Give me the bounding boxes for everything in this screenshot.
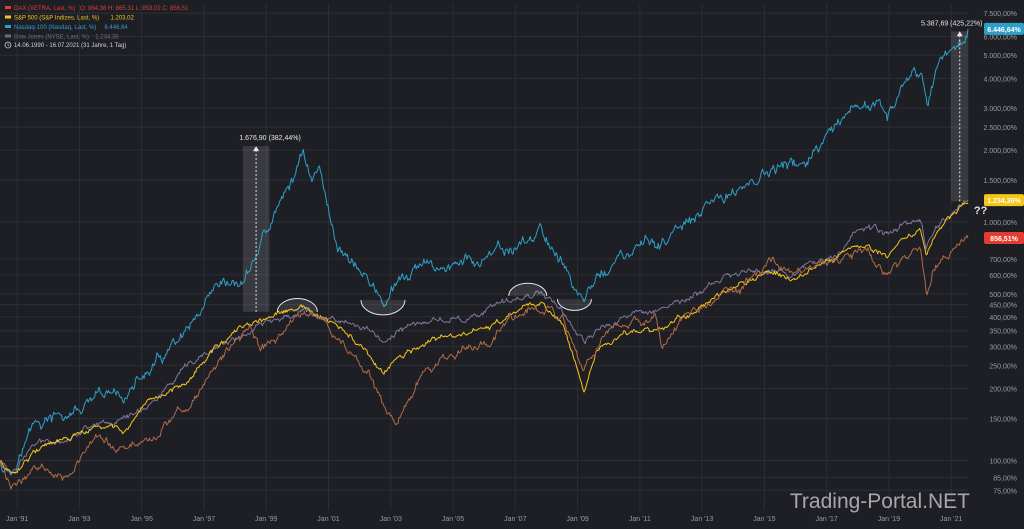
y-tick-label: 200,00%: [989, 387, 1017, 394]
legend-period: 14.06.1990 - 16.07.2021 (31 Jahre, 1 Tag…: [14, 43, 126, 49]
x-tick-label: Jan '95: [130, 516, 152, 523]
range-label-2021: 5.387,69 (425,22%): [921, 20, 983, 27]
x-tick-label: Jan '11: [629, 516, 651, 523]
value-badge-nasdaq: [984, 22, 1024, 35]
y-tick-label: 700,00%: [989, 257, 1017, 264]
y-tick-label: 2.000,00%: [984, 148, 1017, 155]
x-tick-label: Jan '07: [504, 516, 526, 523]
y-tick-label: 1.000,00%: [984, 220, 1017, 227]
y-tick-label: 100,00%: [989, 458, 1017, 465]
x-tick-label: Jan '05: [442, 516, 464, 523]
y-tick-label: 600,00%: [989, 273, 1017, 280]
series-line-nasdaq: [0, 28, 969, 476]
top-arc-2007: [508, 282, 548, 296]
legend: DAX (XETRA, Last, %) O: 864,36 H: 865,31 …: [4, 6, 189, 49]
value-badge-label-nasdaq: 6.446,64%: [987, 27, 1021, 34]
legend-value: 6.446,64: [104, 25, 128, 31]
legend-label: Nasdaq-100 (Nasdaq, Last, %): [14, 25, 96, 31]
bottom-arc-2002: [360, 300, 406, 316]
legend-label: S&P 500 (S&P Indizes, Last, %): [14, 16, 99, 22]
x-tick-label: Jan '03: [380, 516, 402, 523]
arrow-head-icon: [253, 146, 260, 152]
legend-swatch: [5, 15, 11, 19]
x-tick-label: Jan '15: [753, 516, 775, 523]
y-tick-label: 3.000,00%: [984, 106, 1017, 113]
y-tick-label: 300,00%: [989, 345, 1017, 352]
axis-layer: 7.500,00% 6.000,00% 5.000,00% 4.000,00% 3.00…: [6, 11, 1024, 523]
x-tick-label: Jan '97: [193, 516, 215, 523]
x-tick-label: Jan '91: [6, 516, 28, 523]
series-line-dow: [0, 199, 969, 475]
value-badge-label-dax: 856,51%: [990, 236, 1018, 243]
value-badge-label-dow: 1.234,36%: [987, 198, 1021, 205]
y-tick-label: 6.000,00%: [984, 34, 1017, 41]
annotation-layer: 1.676,90 (382,44%) 5.387,69 (425,22%)??: [239, 20, 988, 316]
legend-swatch: [5, 25, 11, 28]
y-tick-label: 1.500,00%: [984, 178, 1017, 185]
x-tick-label: Jan '19: [878, 516, 900, 523]
x-tick-label: Jan '21: [940, 516, 962, 523]
clock-icon: [4, 41, 12, 49]
y-tick-label: 150,00%: [989, 416, 1017, 423]
legend-swatch: [5, 6, 11, 9]
y-tick-label: 75,00%: [993, 488, 1017, 495]
x-tick-label: Jan '01: [317, 516, 339, 523]
y-tick-label: 450,00%: [989, 303, 1017, 310]
x-tick-label: Jan '09: [566, 516, 588, 523]
x-tick-label: Jan '99: [255, 516, 277, 523]
question-marks: ??: [974, 205, 988, 217]
legend-value: 1.234,36: [95, 35, 119, 41]
arrow-head-icon: [956, 31, 963, 37]
top-arc-2000: [276, 298, 318, 312]
y-tick-label: 250,00%: [989, 364, 1017, 371]
y-tick-label: 4.000,00%: [984, 76, 1017, 83]
x-tick-label: Jan '13: [691, 516, 713, 523]
value-badge-dow: [984, 194, 1024, 207]
bottom-arc-2009: [556, 299, 592, 311]
legend-value: O: 864,36 H: 865,31 L: 853,02 C: 856,51: [80, 6, 189, 12]
legend-label: DAX (XETRA, Last, %): [14, 6, 75, 12]
annotation-shading: [242, 31, 969, 312]
y-tick-label: 2.500,00%: [984, 125, 1017, 132]
range-label-2000: 1.676,90 (382,44%): [239, 135, 301, 142]
y-tick-label: 500,00%: [989, 292, 1017, 299]
y-tick-label: 85,00%: [993, 475, 1017, 482]
legend-swatch: [5, 34, 11, 38]
y-tick-label: 400,00%: [989, 315, 1017, 322]
y-tick-label: 7.500,00%: [984, 11, 1017, 18]
legend-value: 1.203,02: [111, 16, 135, 22]
legend-label: Dow Jones (NYSE, Last, %): [14, 35, 89, 41]
x-tick-label: Jan '17: [815, 516, 837, 523]
watermark-text: Trading-Portal.NET: [790, 490, 970, 513]
range-box-2000: [242, 146, 270, 312]
series-layer: [0, 28, 969, 490]
y-tick-label: 5.000,00%: [984, 53, 1017, 60]
y-tick-label: 350,00%: [989, 329, 1017, 336]
x-tick-label: Jan '93: [68, 516, 90, 523]
clock-hand-icon: [7, 43, 10, 46]
series-line-dax: [0, 234, 969, 490]
series-line-sp500: [0, 202, 969, 474]
value-badge-dax: [984, 232, 1024, 245]
